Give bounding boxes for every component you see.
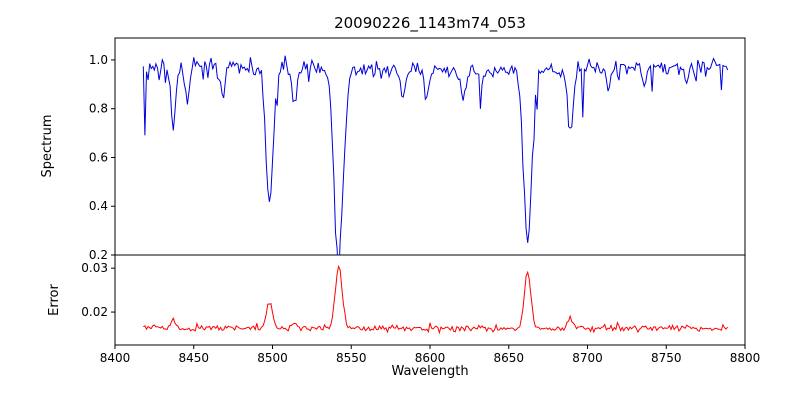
x-tick-label: 8700 — [572, 351, 603, 365]
chart-title: 20090226_1143m74_053 — [334, 14, 526, 32]
x-tick-label: 8550 — [336, 351, 367, 365]
y-tick-label: 0.03 — [81, 261, 108, 275]
x-tick-label: 8600 — [415, 351, 446, 365]
y-tick-label: 0.8 — [89, 102, 108, 116]
error-line — [143, 264, 729, 335]
y-tick-label: 1.0 — [89, 53, 108, 67]
spectrum-line — [142, 55, 729, 255]
error-panel-border — [114, 254, 746, 346]
x-tick-label: 8750 — [651, 351, 682, 365]
x-tick-label: 8450 — [178, 351, 209, 365]
y-tick-label: 0.2 — [89, 248, 108, 262]
y-tick-label: 0.6 — [89, 150, 108, 164]
y-tick-label: 0.4 — [89, 199, 108, 213]
x-tick-label: 8650 — [493, 351, 524, 365]
x-tick-label: 8400 — [100, 351, 131, 365]
y-tick-label: 0.02 — [81, 305, 108, 319]
x-axis-label: Wavelength — [391, 364, 469, 379]
x-tick-label: 8500 — [257, 351, 288, 365]
x-tick-label: 8800 — [730, 351, 761, 365]
